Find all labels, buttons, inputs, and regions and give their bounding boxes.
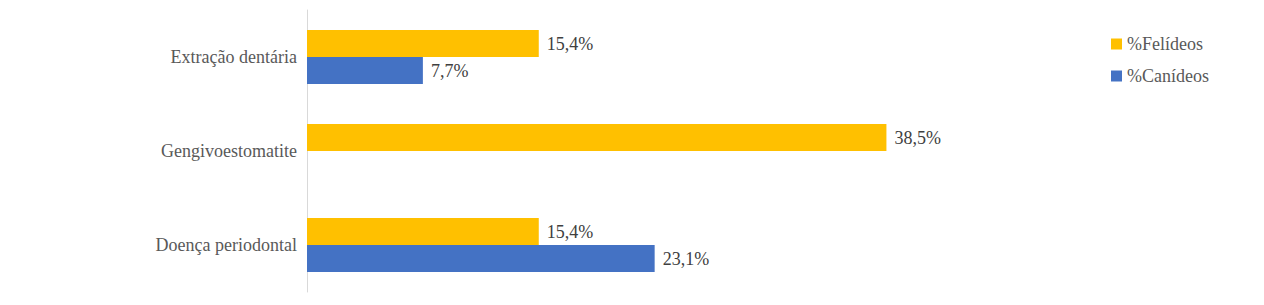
svg-text:15,4%: 15,4%	[547, 34, 594, 54]
svg-text:Extração dentária: Extração dentária	[171, 47, 297, 67]
svg-text:Gengivoestomatite: Gengivoestomatite	[161, 141, 297, 161]
svg-text:15,4%: 15,4%	[547, 222, 594, 242]
svg-text:%Canídeos: %Canídeos	[1127, 66, 1209, 86]
svg-text:%Felídeos: %Felídeos	[1127, 34, 1203, 54]
svg-text:7,7%: 7,7%	[431, 61, 469, 81]
svg-text:Doença periodontal: Doença periodontal	[156, 235, 297, 255]
svg-text:23,1%: 23,1%	[663, 249, 710, 269]
svg-text:38,5%: 38,5%	[894, 128, 941, 148]
